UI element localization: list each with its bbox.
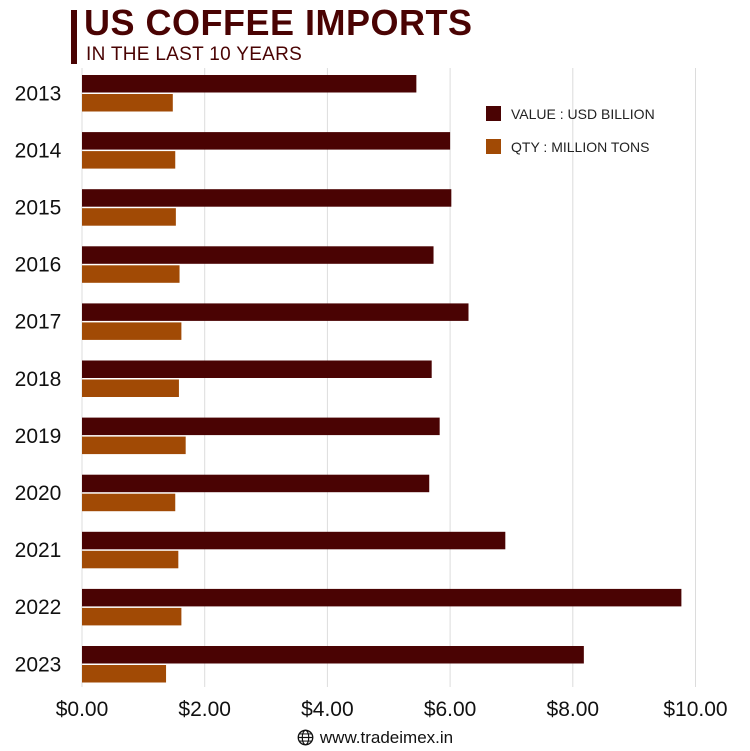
- y-tick-label: 2020: [15, 482, 62, 505]
- x-tick-label: $4.00: [301, 698, 354, 721]
- y-tick-label: 2018: [15, 368, 62, 391]
- bar-qty-2018: [82, 379, 179, 397]
- bar-value-2017: [82, 303, 469, 321]
- y-tick-label: 2019: [15, 425, 62, 448]
- footer: www.tradeimex.in: [0, 728, 750, 751]
- legend-label: VALUE : USD BILLION: [511, 106, 655, 122]
- y-tick-label: 2023: [15, 653, 62, 676]
- bar-value-2020: [82, 474, 430, 493]
- globe-icon: [297, 729, 314, 751]
- y-tick-label: 2015: [15, 196, 62, 219]
- bar-value-2022: [82, 588, 682, 607]
- y-tick-label: 2021: [15, 539, 62, 562]
- bars: [82, 75, 682, 683]
- bar-qty-2017: [82, 322, 182, 340]
- bar-qty-2015: [82, 208, 176, 226]
- bar-qty-2020: [82, 493, 176, 512]
- legend-swatch: [486, 139, 501, 154]
- x-tick-label: $6.00: [424, 698, 477, 721]
- bar-value-2018: [82, 360, 432, 378]
- x-axis-ticks: $0.00 $2.00 $4.00 $6.00 $8.00 $10.00: [56, 698, 728, 721]
- bar-value-2013: [82, 75, 417, 93]
- legend-swatch: [486, 106, 501, 121]
- bar-value-2016: [82, 246, 434, 264]
- bar-value-2021: [82, 531, 506, 550]
- y-axis-ticks: 2013 2014 2015 2016 2017 2018 2019 2020 2021 2022…: [15, 82, 62, 676]
- x-tick-label: $0.00: [56, 698, 109, 721]
- bar-qty-2019: [82, 436, 186, 455]
- y-tick-label: 2022: [15, 596, 62, 619]
- bar-qty-2013: [82, 94, 173, 112]
- title-accent-bar: [71, 10, 77, 64]
- footer-website: www.tradeimex.in: [319, 728, 454, 747]
- bar-value-2015: [82, 189, 452, 207]
- y-tick-label: 2013: [15, 82, 62, 105]
- bar-qty-2021: [82, 550, 179, 569]
- chart-title: US COFFEE IMPORTS: [84, 2, 473, 43]
- bar-value-2019: [82, 417, 440, 436]
- legend: VALUE : USD BILLION QTY : MILLION TONS: [486, 106, 655, 155]
- x-tick-label: $10.00: [663, 698, 727, 721]
- chart-subtitle: IN THE LAST 10 YEARS: [86, 44, 303, 65]
- x-tick-label: $2.00: [178, 698, 231, 721]
- y-tick-label: 2014: [15, 139, 62, 162]
- bar-qty-2016: [82, 265, 180, 283]
- x-tick-label: $8.00: [547, 698, 600, 721]
- bar-value-2023: [82, 646, 584, 664]
- y-tick-label: 2016: [15, 254, 62, 277]
- bar-qty-2014: [82, 151, 176, 169]
- bar-qty-2022: [82, 607, 182, 626]
- bar-value-2014: [82, 132, 451, 150]
- y-tick-label: 2017: [15, 311, 62, 334]
- bar-qty-2023: [82, 665, 167, 683]
- legend-label: QTY : MILLION TONS: [511, 139, 649, 155]
